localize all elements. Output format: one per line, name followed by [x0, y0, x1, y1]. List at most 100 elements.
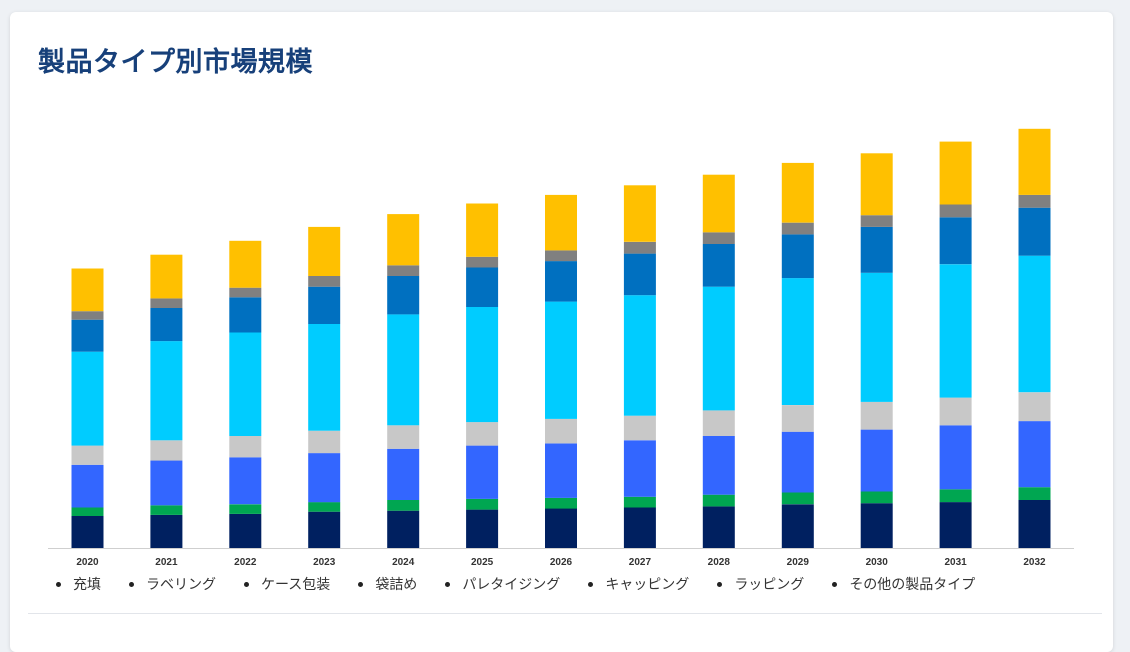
bar-segment-2029-4 — [781, 278, 814, 405]
bar-segment-2022-6 — [229, 287, 262, 298]
bar-segment-2021-5 — [150, 308, 183, 342]
bar-segment-2030-4 — [860, 272, 893, 402]
legend-label: ラッピング — [734, 577, 805, 593]
legend-bullet-icon — [129, 581, 134, 587]
bar-segment-2020-2 — [71, 464, 104, 508]
bar-segment-2023-3 — [308, 430, 341, 454]
bar-segment-2021-3 — [150, 440, 183, 461]
legend-label: その他の製品タイプ — [849, 577, 976, 593]
x-tick-label: 2028 — [708, 557, 731, 568]
bar-segment-2027-2 — [623, 440, 656, 497]
legend-label: 充填 — [73, 577, 101, 593]
bar-segment-2032-1 — [1018, 487, 1051, 500]
bar-segment-2030-1 — [860, 491, 893, 504]
bar-segment-2032-4 — [1018, 255, 1051, 393]
bar-segment-2030-5 — [860, 226, 893, 273]
bar-segment-2023-7 — [308, 226, 341, 276]
bar-segment-2026-1 — [545, 497, 577, 509]
chart-legend: 充填 ラベリング ケース包装 袋詰め パレタイジング キャッピング ラッピング その他の製品タ… — [48, 574, 995, 594]
legend-bullet-icon — [588, 581, 594, 587]
bar-segment-2022-2 — [229, 457, 262, 505]
legend-label: キャッピング — [605, 577, 690, 593]
x-tick-label: 2030 — [866, 557, 889, 568]
x-tick-label: 2031 — [944, 557, 967, 568]
bar-segment-2020-3 — [71, 445, 104, 465]
bar-segment-2025-2 — [466, 445, 499, 499]
legend-label: ラベリング — [146, 577, 216, 593]
x-tick-label: 2024 — [392, 557, 415, 568]
x-tick-label: 2032 — [1023, 557, 1046, 568]
bar-segment-2023-4 — [308, 324, 341, 431]
bar-segment-2026-7 — [545, 194, 577, 251]
bar-segment-2028-6 — [702, 232, 735, 244]
bar-segment-2026-5 — [545, 261, 577, 302]
bar-segment-2028-3 — [702, 410, 735, 436]
legend-bullet-icon — [445, 581, 451, 587]
bar-segment-2031-2 — [939, 425, 972, 490]
bar-segment-2021-0 — [150, 514, 183, 548]
x-tick-label: 2022 — [234, 557, 257, 568]
bar-segment-2031-6 — [939, 204, 972, 218]
legend-item: キャッピング — [580, 574, 689, 594]
bar-segment-2030-6 — [860, 215, 893, 227]
legend-bullet-icon — [832, 581, 838, 587]
bar-segment-2032-7 — [1018, 128, 1051, 195]
legend-item: パレタイジング — [437, 574, 560, 594]
bar-segment-2026-3 — [545, 418, 577, 444]
x-tick-label: 2020 — [76, 557, 99, 568]
bar-segment-2025-7 — [466, 203, 499, 257]
bar-segment-2028-2 — [702, 436, 735, 495]
bar-segment-2031-4 — [939, 264, 972, 398]
bar-segment-2031-5 — [939, 217, 972, 265]
stacked-bar-chart: 2020 2021 2022 2023 2024 2025 2026 2027 2028 2029… — [48, 128, 1074, 568]
bar-segment-2032-0 — [1018, 500, 1051, 548]
legend-label: パレタイジング — [462, 577, 561, 593]
bar-segment-2024-7 — [387, 214, 420, 266]
bar-segment-2030-2 — [860, 429, 893, 492]
bar-segment-2024-1 — [387, 500, 420, 511]
bar-segment-2024-2 — [387, 448, 420, 500]
bar-segment-2020-4 — [71, 351, 104, 446]
bar-segment-2030-0 — [860, 503, 893, 548]
bar-segment-2027-7 — [623, 185, 656, 242]
bar-segment-2028-1 — [702, 494, 735, 507]
bar-segment-2020-6 — [71, 311, 104, 320]
bar-segment-2022-4 — [229, 332, 262, 436]
bar-segment-2027-3 — [623, 415, 656, 441]
legend-item: ラベリング — [121, 574, 216, 594]
bar-segment-2021-1 — [150, 505, 183, 515]
bar-segment-2021-6 — [150, 298, 183, 308]
bar-segment-2022-1 — [229, 504, 262, 514]
bar-segment-2023-2 — [308, 453, 341, 503]
bar-segment-2020-0 — [71, 516, 104, 548]
legend-bullet-icon — [56, 581, 61, 587]
bar-segment-2028-7 — [702, 174, 735, 233]
legend-item: その他の製品タイプ — [824, 574, 975, 594]
x-tick-label: 2029 — [787, 557, 810, 568]
bar-segment-2029-6 — [781, 222, 814, 235]
bar-segment-2025-0 — [466, 509, 499, 548]
bar-segment-2031-3 — [939, 397, 972, 426]
bar-segment-2024-0 — [387, 510, 420, 548]
bar-segment-2023-5 — [308, 286, 341, 324]
footer-divider — [28, 613, 1102, 614]
legend-item: ケース包装 — [236, 574, 330, 594]
bar-segment-2025-6 — [466, 256, 499, 268]
bar-segment-2032-5 — [1018, 207, 1051, 256]
bar-segment-2023-0 — [308, 511, 341, 548]
bar-segment-2020-1 — [71, 507, 104, 516]
bar-segment-2028-4 — [702, 286, 735, 411]
bar-segment-2024-3 — [387, 425, 420, 449]
bar-segment-2029-3 — [781, 405, 814, 432]
bar-segment-2026-6 — [545, 250, 577, 262]
bar-segment-2024-6 — [387, 265, 420, 276]
bar-segment-2023-1 — [308, 502, 341, 512]
bar-segment-2022-5 — [229, 297, 262, 333]
x-tick-label: 2023 — [313, 557, 336, 568]
x-tick-label: 2027 — [629, 557, 652, 568]
legend-label: ケース包装 — [261, 577, 331, 593]
bar-segment-2029-7 — [781, 162, 814, 223]
x-tick-label: 2021 — [155, 557, 178, 568]
bar-segment-2022-7 — [229, 240, 262, 288]
x-tick-label: 2025 — [471, 557, 494, 568]
